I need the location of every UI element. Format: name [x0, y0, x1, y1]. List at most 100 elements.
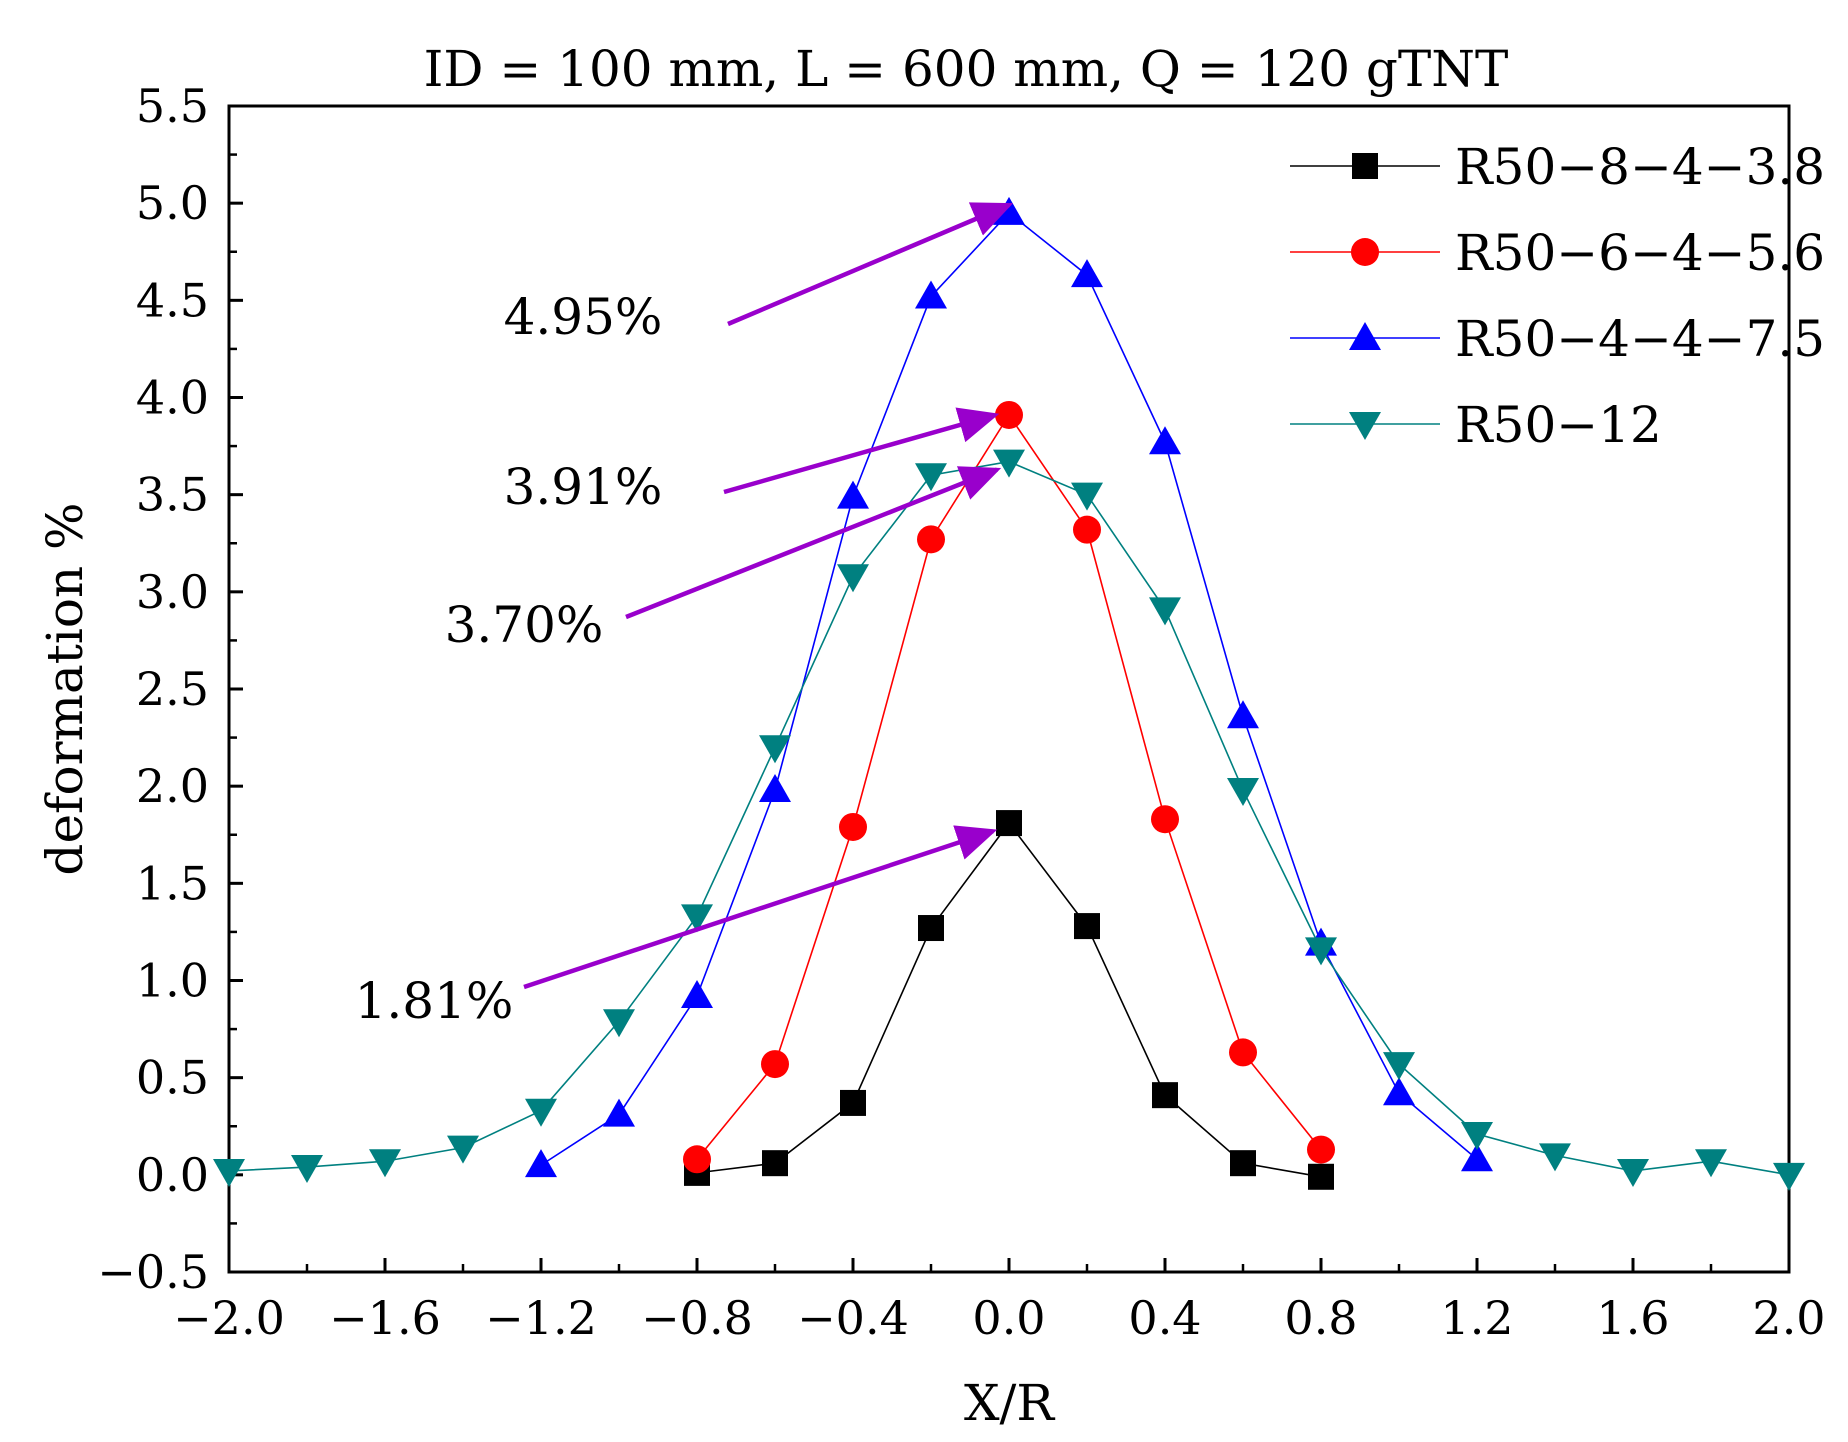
annotation-arrow	[727, 202, 1014, 327]
data-point	[291, 1155, 323, 1184]
data-point	[762, 1150, 788, 1177]
data-point	[681, 904, 713, 933]
data-point	[996, 810, 1022, 837]
x-tick-label: −1.2	[485, 1291, 597, 1345]
data-point	[1461, 1122, 1493, 1151]
y-tick-label: 3.5	[136, 468, 209, 522]
data-point	[447, 1135, 479, 1164]
data-point	[840, 1089, 866, 1116]
series-3	[213, 449, 1805, 1191]
annotation-arrow	[625, 466, 1002, 620]
y-tick-label: 2.5	[136, 662, 209, 716]
legend-item: R50−8−4−3.8	[1290, 138, 1825, 196]
legend-marker	[1349, 322, 1381, 350]
data-point	[1151, 805, 1179, 834]
annotation-arrow	[523, 825, 998, 990]
x-tick-label: 2.0	[1752, 1291, 1825, 1345]
annotation-layer: 4.95% 3.91% 3.70% 1.81%	[355, 202, 1014, 1030]
series-2	[525, 196, 1493, 1178]
data-point	[1773, 1162, 1805, 1191]
x-axis: −2.0 −1.6 −1.2 −0.8 −0.4 0.0 0.4 0.8 1.2 1.6 2.0	[173, 1258, 1826, 1345]
y-tick-label: −0.5	[97, 1245, 209, 1299]
series-1	[683, 400, 1335, 1174]
annotation-label: 3.70%	[445, 596, 604, 654]
y-tick-label: 5.0	[136, 176, 209, 230]
data-point	[1305, 937, 1337, 966]
data-point	[915, 463, 947, 492]
data-point	[759, 774, 791, 803]
x-tick-label: −2.0	[173, 1291, 285, 1345]
data-point	[525, 1149, 557, 1178]
y-tick-label: 3.0	[136, 565, 209, 619]
data-point	[917, 525, 945, 554]
legend-marker	[1352, 153, 1378, 179]
data-point	[1461, 1143, 1493, 1172]
data-point	[1695, 1149, 1727, 1178]
data-point	[369, 1149, 401, 1178]
data-point	[993, 449, 1025, 478]
data-point	[525, 1098, 557, 1127]
annotation-label: 4.95%	[504, 288, 663, 346]
series-line	[696, 821, 1322, 1178]
data-point	[1539, 1143, 1571, 1172]
legend-item: R50−12	[1290, 396, 1662, 454]
y-tick-label: 0.0	[136, 1148, 209, 1202]
series-layer	[213, 196, 1805, 1191]
legend-label: R50−6−4−5.6	[1455, 224, 1825, 282]
data-point	[1383, 1077, 1415, 1106]
y-tick-label: 4.5	[136, 273, 209, 327]
data-point	[1308, 1163, 1334, 1190]
series-line	[696, 413, 1322, 1160]
y-tick-label: 5.5	[136, 79, 209, 133]
annotation-arrow	[723, 407, 1000, 495]
x-tick-label: 0.4	[1128, 1291, 1201, 1345]
data-point	[1229, 1038, 1257, 1067]
data-point	[837, 480, 869, 509]
series-line	[540, 211, 1478, 1166]
data-point	[1073, 515, 1101, 544]
x-tick-label: −0.4	[797, 1291, 909, 1345]
legend-item: R50−4−4−7.5	[1290, 310, 1825, 368]
y-tick-label: 2.0	[136, 759, 209, 813]
data-point	[213, 1158, 245, 1187]
data-point	[1152, 1082, 1178, 1109]
annotation-label: 3.91%	[504, 458, 663, 516]
series-0	[684, 810, 1334, 1190]
legend-label: R50−8−4−3.8	[1455, 138, 1825, 196]
data-point	[839, 812, 867, 841]
y-tick-label: 4.0	[136, 371, 209, 425]
data-point	[683, 1145, 711, 1174]
legend: R50−8−4−3.8 R50−6−4−5.6 R50−4−4−7.5 R50−12	[1290, 138, 1825, 454]
data-point	[995, 400, 1023, 429]
legend-item: R50−6−4−5.6	[1290, 224, 1825, 282]
data-point	[1307, 1135, 1335, 1164]
data-point	[837, 564, 869, 593]
y-tick-label: 0.5	[136, 1051, 209, 1105]
y-axis-label: deformation %	[36, 502, 94, 875]
x-tick-label: −0.8	[641, 1291, 753, 1345]
data-point	[1383, 1052, 1415, 1081]
data-point	[1230, 1150, 1256, 1177]
x-tick-label: 1.6	[1596, 1291, 1669, 1345]
data-point	[759, 735, 791, 764]
x-tick-label: −1.6	[329, 1291, 441, 1345]
y-tick-label: 1.0	[136, 954, 209, 1008]
x-tick-label: 0.8	[1284, 1291, 1357, 1345]
data-point	[1071, 259, 1103, 288]
data-point	[603, 1098, 635, 1127]
x-tick-label: 1.2	[1440, 1291, 1513, 1345]
data-point	[915, 280, 947, 309]
data-point	[1074, 913, 1100, 940]
legend-label: R50−12	[1455, 396, 1662, 454]
y-axis: −0.5 0.0 0.5 1.0 1.5 2.0 2.5 3.0 3.5 4.0 4.5 5.0 5.5	[97, 79, 243, 1299]
chart-title: ID = 100 mm, L = 600 mm, Q = 120 gTNT	[424, 40, 1509, 98]
legend-label: R50−4−4−7.5	[1455, 310, 1825, 368]
annotation-label: 1.81%	[355, 972, 514, 1030]
x-axis-label: X/R	[964, 1374, 1055, 1432]
data-point	[1227, 700, 1259, 729]
data-point	[1617, 1158, 1649, 1187]
y-tick-label: 1.5	[136, 856, 209, 910]
data-point	[918, 915, 944, 942]
legend-marker	[1349, 412, 1381, 440]
